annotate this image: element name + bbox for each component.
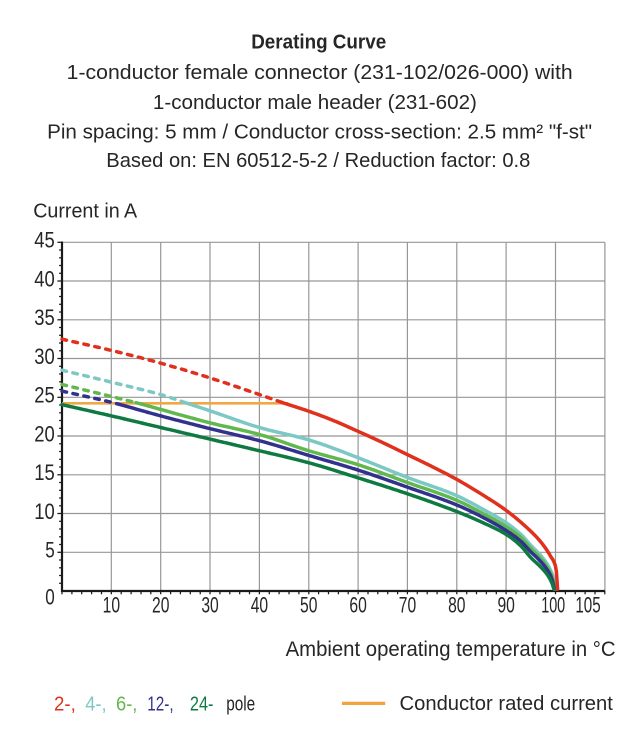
svg-text:30: 30 bbox=[201, 593, 218, 618]
svg-text:10: 10 bbox=[34, 499, 55, 524]
svg-text:0: 0 bbox=[45, 584, 55, 609]
svg-text:30: 30 bbox=[34, 344, 55, 369]
svg-text:pole: pole bbox=[226, 693, 255, 715]
svg-text:45: 45 bbox=[34, 228, 55, 253]
svg-text:20: 20 bbox=[34, 421, 55, 446]
svg-text:Conductor rated current: Conductor rated current bbox=[400, 693, 614, 715]
svg-text:Current in A: Current in A bbox=[33, 200, 137, 223]
svg-text:90: 90 bbox=[497, 593, 514, 618]
svg-text:25: 25 bbox=[34, 383, 55, 408]
svg-text:6-,: 6-, bbox=[116, 693, 137, 715]
svg-text:105: 105 bbox=[575, 593, 600, 618]
svg-text:35: 35 bbox=[34, 305, 55, 330]
svg-text:2-,: 2-, bbox=[54, 693, 76, 715]
svg-text:40: 40 bbox=[251, 593, 268, 618]
svg-text:5: 5 bbox=[45, 538, 55, 563]
svg-text:10: 10 bbox=[103, 593, 120, 618]
svg-text:1-conductor male header (231-6: 1-conductor male header (231-602) bbox=[153, 91, 477, 114]
svg-text:20: 20 bbox=[152, 593, 169, 618]
svg-text:12-,: 12-, bbox=[147, 693, 173, 715]
svg-text:80: 80 bbox=[448, 593, 465, 618]
svg-text:Based on: EN 60512-5-2 / Reduc: Based on: EN 60512-5-2 / Reduction facto… bbox=[106, 149, 530, 172]
svg-text:Pin spacing: 5 mm / Conductor: Pin spacing: 5 mm / Conductor cross-sect… bbox=[47, 120, 592, 143]
svg-text:15: 15 bbox=[34, 460, 55, 485]
svg-text:100: 100 bbox=[541, 593, 565, 618]
svg-text:50: 50 bbox=[300, 593, 317, 618]
svg-text:70: 70 bbox=[399, 593, 416, 618]
svg-text:40: 40 bbox=[34, 266, 55, 291]
svg-text:1-conductor female connector (: 1-conductor female connector (231-102/02… bbox=[67, 61, 573, 84]
svg-text:24-: 24- bbox=[190, 693, 214, 715]
svg-text:Derating Curve: Derating Curve bbox=[251, 32, 386, 54]
svg-text:60: 60 bbox=[349, 593, 366, 618]
svg-text:Ambient operating temperature: Ambient operating temperature in °C bbox=[286, 638, 616, 661]
svg-text:4-,: 4-, bbox=[85, 693, 106, 715]
